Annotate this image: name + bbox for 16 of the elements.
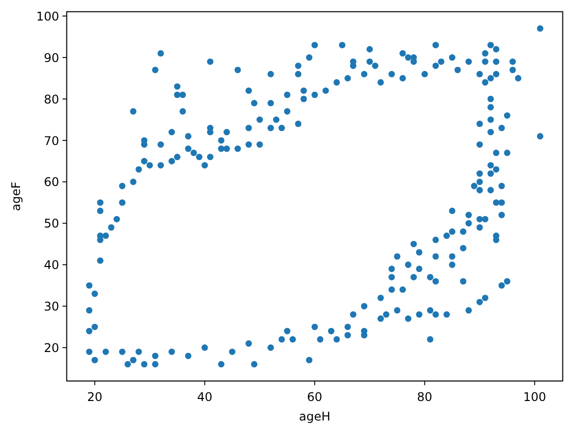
x-tick-label: 60 — [307, 390, 322, 404]
y-tick-label: 70 — [44, 134, 60, 148]
x-tick-label: 100 — [523, 390, 546, 404]
y-tick-label: 40 — [44, 258, 60, 272]
x-tick-label: 20 — [87, 390, 102, 404]
x-tick-label: 40 — [197, 390, 212, 404]
y-axis-title: ageF — [9, 182, 23, 211]
y-tick-label: 50 — [44, 216, 60, 231]
y-tick-label: 80 — [44, 92, 60, 106]
y-tick-label: 60 — [44, 175, 60, 190]
y-tick-label: 90 — [44, 50, 60, 65]
x-axis-title: ageH — [299, 410, 330, 424]
y-tick-label: 30 — [44, 300, 60, 314]
y-tick-label: 20 — [44, 341, 60, 356]
x-tick-label: 80 — [417, 390, 432, 404]
y-tick-label: 100 — [36, 9, 60, 24]
